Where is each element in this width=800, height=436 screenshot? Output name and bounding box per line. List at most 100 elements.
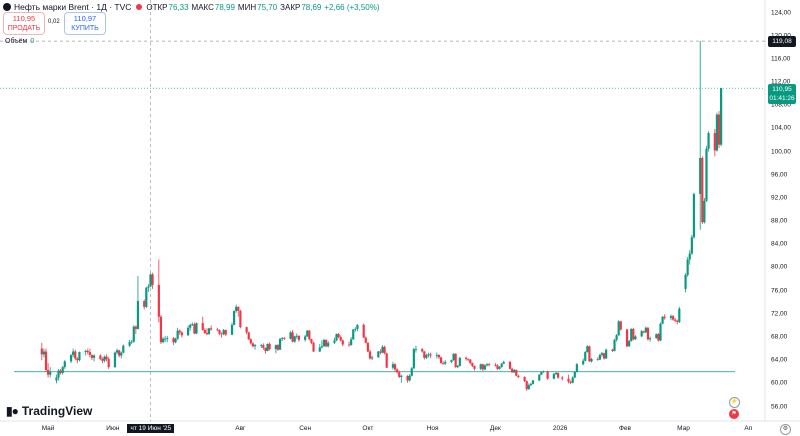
candle-body — [103, 356, 106, 361]
y-tick-label: 60,00 — [771, 379, 788, 387]
buy-button[interactable]: 110,97 КУПИТЬ — [64, 12, 106, 35]
candle-body — [86, 350, 89, 353]
candle-body — [310, 339, 313, 343]
ohlc-open-value: 76,33 — [168, 2, 189, 12]
settings-gear-icon[interactable]: ⚙ — [780, 424, 791, 435]
candle-body — [410, 368, 413, 376]
candle-body — [63, 361, 66, 368]
candle-body — [465, 357, 468, 360]
y-tick-label: 100,00 — [771, 148, 791, 156]
candle-body — [502, 361, 505, 364]
x-tick-label: Сен — [299, 425, 312, 432]
candle-body — [120, 352, 123, 356]
candle-body — [122, 345, 125, 353]
x-tick-label: Июн — [106, 425, 120, 432]
candle-body — [703, 200, 706, 223]
volume-legend[interactable]: Объём 0 — [5, 38, 34, 45]
candle-body — [370, 357, 374, 359]
candle-body — [157, 284, 160, 317]
candle-body — [588, 346, 591, 362]
ohlc-low-label: МИН — [237, 2, 257, 12]
candle-body — [251, 343, 255, 347]
candle-body — [508, 361, 512, 369]
sell-button[interactable]: 110,95 ПРОДАТЬ — [3, 12, 45, 35]
candle-body — [444, 361, 447, 364]
candle-body — [684, 275, 687, 289]
candle-body — [281, 338, 284, 339]
candle-body — [84, 350, 87, 353]
candle-body — [69, 354, 73, 362]
x-tick-label: Фев — [618, 425, 631, 432]
x-tick-label: Дек — [489, 425, 501, 432]
candle-body — [364, 337, 367, 343]
candle-body — [586, 346, 589, 353]
candle-body — [644, 327, 647, 333]
candle-body — [657, 334, 660, 341]
candle-body — [266, 343, 269, 351]
x-tick-label: Авг — [235, 425, 246, 432]
candle-body — [663, 316, 666, 318]
candle-body — [118, 350, 121, 356]
y-tick-label: 68,00 — [771, 333, 788, 341]
crosshair-date-label: чт 19 Июн '25 — [127, 424, 175, 433]
symbol-title[interactable]: Нефть марки Brent · 1Д · TVC — [14, 2, 132, 12]
candle-body — [707, 133, 710, 149]
candle-body — [494, 364, 497, 366]
candle-body — [201, 323, 204, 331]
candle-body — [479, 364, 482, 369]
candle-body — [646, 327, 650, 340]
candle-body — [230, 324, 234, 335]
candle-body — [381, 346, 384, 353]
candle-body — [88, 352, 91, 355]
y-tick-label: 108,00 — [771, 101, 791, 109]
tradingview-logo[interactable]: ▮● TradingView — [6, 404, 92, 418]
candle-body — [481, 364, 484, 370]
candle-body — [554, 372, 558, 375]
y-tick-label: 112,00 — [771, 78, 791, 86]
candle-body — [74, 351, 77, 359]
candle-body — [688, 253, 691, 260]
buy-label: КУПИТЬ — [71, 25, 99, 32]
candle-body — [575, 364, 578, 372]
candle-body — [567, 378, 570, 382]
candle-body — [193, 324, 196, 334]
candle-body — [467, 359, 470, 360]
ohlc-close-value: 78,69 — [301, 2, 322, 12]
y-tick-label: 104,00 — [771, 124, 791, 132]
y-tick-label: 92,00 — [771, 194, 788, 202]
candle-body — [584, 352, 587, 361]
candle-body — [207, 328, 211, 335]
candle-body — [312, 342, 315, 352]
candle-body — [437, 354, 441, 358]
candle-body — [686, 259, 689, 276]
candle-body — [642, 331, 645, 333]
candle-body — [393, 364, 397, 370]
y-tick-label: 56,00 — [771, 403, 788, 411]
candle-body — [352, 329, 355, 340]
candle-body — [619, 321, 622, 330]
candle-body — [101, 359, 104, 361]
candle-body — [701, 157, 704, 223]
candle-body — [379, 351, 382, 353]
lightning-event-icon[interactable]: ⚡ — [729, 397, 740, 408]
candle-body — [308, 330, 311, 340]
candle-body — [105, 356, 108, 360]
candle-body — [582, 360, 585, 365]
candle-body — [164, 338, 167, 340]
candle-body — [613, 339, 616, 351]
candle-body — [485, 364, 489, 366]
candle-body — [335, 334, 338, 341]
sell-label: ПРОДАТЬ — [7, 25, 41, 32]
candle-body — [611, 349, 614, 351]
candle-body — [429, 354, 432, 356]
volume-value: 0 — [30, 38, 35, 45]
y-tick-label: 76,00 — [771, 287, 788, 295]
candle-body — [276, 345, 280, 350]
ohlc-high-label: МАКС — [191, 2, 214, 12]
candle-body — [421, 349, 424, 352]
candle-body — [132, 326, 135, 342]
x-tick-label: 2026 — [552, 425, 568, 432]
candle-body — [500, 363, 503, 368]
flag-event-icon[interactable]: ⚑ — [729, 409, 739, 419]
